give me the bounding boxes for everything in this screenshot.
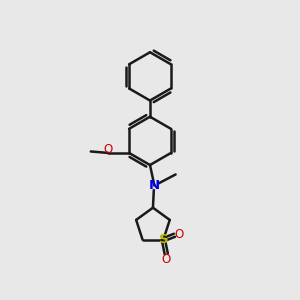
Text: S: S [159,233,169,246]
Text: O: O [104,142,113,156]
Text: O: O [174,228,184,241]
Text: N: N [149,179,160,192]
Text: O: O [162,253,171,266]
